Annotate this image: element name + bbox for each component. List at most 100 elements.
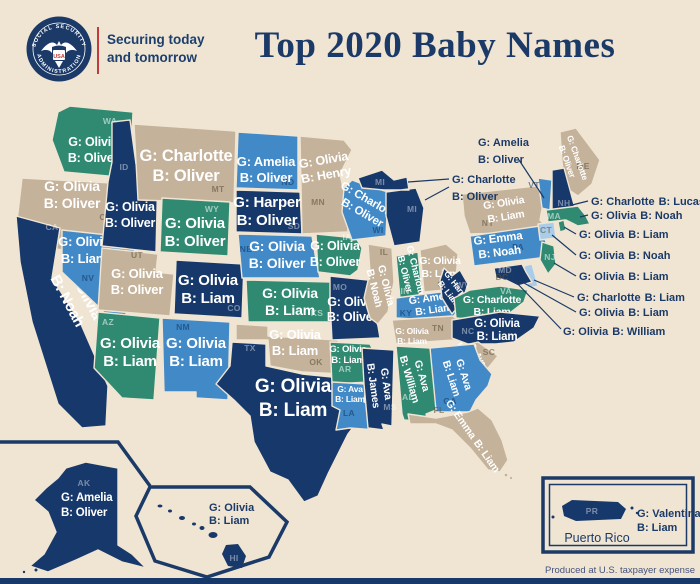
girl-name-label: G: Olivia bbox=[255, 376, 332, 397]
girl-name-label: G: Olivia bbox=[44, 178, 100, 194]
boy-name-label: B: Liam bbox=[181, 290, 235, 307]
state-nc: NC G: Olivia B: Liam bbox=[451, 311, 541, 345]
state-abbr: MA bbox=[547, 211, 561, 221]
state-abbr: GA bbox=[443, 396, 456, 406]
boy-name-label: B: Liam bbox=[265, 302, 315, 318]
boy-name-label: B: Oliver bbox=[237, 212, 298, 229]
tagline-line2: and tomorrow bbox=[107, 49, 197, 65]
girl-name-label: G: Olivia bbox=[178, 272, 239, 289]
inset-alaska: AK G: Amelia B: Oliver bbox=[22, 461, 147, 574]
state-abbr: MI bbox=[375, 177, 385, 187]
state-abbr: WI bbox=[373, 225, 384, 235]
boy-name-label: B: Liam bbox=[477, 331, 518, 343]
girl-name-label: G: Valentina bbox=[637, 508, 700, 520]
boy-name-label: B: Oliver bbox=[153, 167, 221, 185]
state-pa: PA G: Emma B: Noah bbox=[469, 225, 547, 267]
boy-name-label: B: Oliver bbox=[68, 151, 119, 165]
state-abbr: FL bbox=[434, 405, 445, 415]
girl-name-label: G: Olivia bbox=[269, 327, 322, 342]
mi-callout-line bbox=[407, 178, 450, 183]
boy-name-label: B: Liam bbox=[397, 336, 427, 346]
state-abbr: AL bbox=[402, 392, 414, 402]
state-al: AL G: Ava B: William bbox=[395, 345, 437, 423]
state-abbr: MT bbox=[212, 184, 225, 194]
state-abbr: NJ bbox=[544, 252, 555, 262]
state-mt: MT G: Charlotte B: Oliver bbox=[133, 123, 237, 204]
boy-name-label: B: Liam bbox=[414, 301, 452, 318]
state-abbr: SC bbox=[483, 347, 495, 357]
alaska-inset-frame bbox=[0, 440, 152, 488]
state-ut: UT G: Olivia B: Oliver bbox=[97, 247, 175, 317]
girl-name-label: G: Olivia bbox=[68, 135, 119, 149]
bottom-bar bbox=[0, 578, 700, 584]
boy-name-label: B: Liam bbox=[637, 522, 678, 534]
callout-ct: G: Olivia B: Noah bbox=[579, 250, 671, 262]
state-abbr: HI bbox=[229, 553, 238, 563]
state-abbr: CT bbox=[540, 225, 552, 235]
boy-name-label: B: Oliver bbox=[61, 507, 108, 519]
callout-vt: G: Amelia B: Oliver bbox=[478, 137, 530, 166]
girl-name-label: G: Olivia bbox=[100, 335, 161, 352]
state-dc: DC bbox=[496, 272, 515, 282]
state-me: ME G: Charlotte B: Oliver bbox=[557, 127, 601, 197]
dc-callout-line bbox=[512, 278, 562, 330]
boy-name-label: B: Oliver bbox=[452, 191, 499, 203]
state-abbr: PA bbox=[512, 242, 524, 252]
header: SOCIAL SECURITY ADMINISTRATION USA Secur… bbox=[0, 0, 700, 95]
state-abbr: PR bbox=[586, 506, 598, 516]
state-co: CO G: Olivia B: Liam bbox=[173, 259, 245, 319]
boy-name-label: B: Liam bbox=[272, 343, 318, 358]
callout-dc: G: Olivia B: William bbox=[563, 326, 666, 338]
state-mn: MN G: Olivia B: Henry bbox=[298, 135, 353, 235]
state-abbr: MD bbox=[498, 265, 512, 275]
boy-name-label: B: Oliver bbox=[105, 216, 156, 230]
state-abbr: CO bbox=[227, 303, 240, 313]
state-ny: NY G: Olivia B: Liam bbox=[461, 185, 549, 235]
state-ia: IA G: Olivia B: Oliver bbox=[310, 232, 363, 277]
state-abbr: TN bbox=[432, 323, 444, 333]
dc-marker-icon bbox=[507, 272, 515, 280]
hawaii-inset-frame bbox=[134, 485, 290, 579]
state-abbr: VT bbox=[528, 180, 540, 190]
state-abbr: MI bbox=[407, 204, 417, 214]
girl-name-label: G: Olivia bbox=[262, 285, 318, 301]
nh-callout-line bbox=[571, 200, 589, 206]
callout-nj: G: Olivia B: Liam bbox=[579, 271, 669, 283]
ssa-seal-icon: SOCIAL SECURITY ADMINISTRATION USA bbox=[26, 16, 92, 82]
girl-name-label: G: Charlotte bbox=[140, 147, 233, 165]
boy-name-label: B: Oliver bbox=[327, 310, 378, 324]
boy-name-label: B: Oliver bbox=[111, 282, 164, 297]
girl-name-label: G: Harper bbox=[233, 194, 301, 211]
state-ma: MA bbox=[545, 205, 591, 227]
state-abbr: WA bbox=[103, 116, 117, 126]
girl-name-label: G: Charlotte bbox=[452, 174, 516, 186]
state-nd: ND G: Amelia B: Oliver bbox=[235, 131, 299, 191]
state-abbr: AK bbox=[78, 478, 91, 488]
page-title: Top 2020 Baby Names bbox=[254, 25, 616, 66]
state-ga: GA G: Ava B: Liam bbox=[429, 343, 493, 413]
boy-name-label: B: Liam bbox=[335, 394, 365, 404]
ct-callout-line bbox=[551, 234, 577, 256]
state-abbr: TX bbox=[244, 343, 255, 353]
girl-name-label: G: Olivia bbox=[111, 266, 164, 281]
girl-name-label: G: Olivia bbox=[105, 200, 156, 214]
state-abbr: KY bbox=[400, 308, 412, 318]
state-ne: NE G: Olivia B: Oliver bbox=[237, 233, 321, 279]
state-abbr: ID bbox=[119, 162, 128, 172]
callout-ri: G: Olivia B: Liam bbox=[579, 229, 669, 241]
state-abbr: CA bbox=[46, 222, 59, 232]
callout-de: G: Charlotte B: Liam bbox=[577, 292, 685, 304]
state-abbr: ME bbox=[576, 161, 589, 171]
ma-callout-line bbox=[579, 214, 589, 218]
girl-name-label: G: Olivia bbox=[58, 234, 111, 249]
girl-name-label: G: Olivia bbox=[329, 344, 367, 355]
callout-mi: G: Charlotte B: Oliver bbox=[452, 174, 516, 203]
state-ms: MS G: Ava B: James bbox=[361, 347, 396, 431]
boy-name-label: B: Liam bbox=[331, 355, 364, 366]
puerto-rico-outer-border bbox=[541, 476, 695, 554]
state-abbr: DC bbox=[496, 272, 509, 282]
girl-name-label: G: Amelia bbox=[61, 492, 113, 504]
boy-name-label: B: Oliver bbox=[478, 154, 525, 166]
boy-name-label: B: Liam bbox=[103, 353, 157, 370]
